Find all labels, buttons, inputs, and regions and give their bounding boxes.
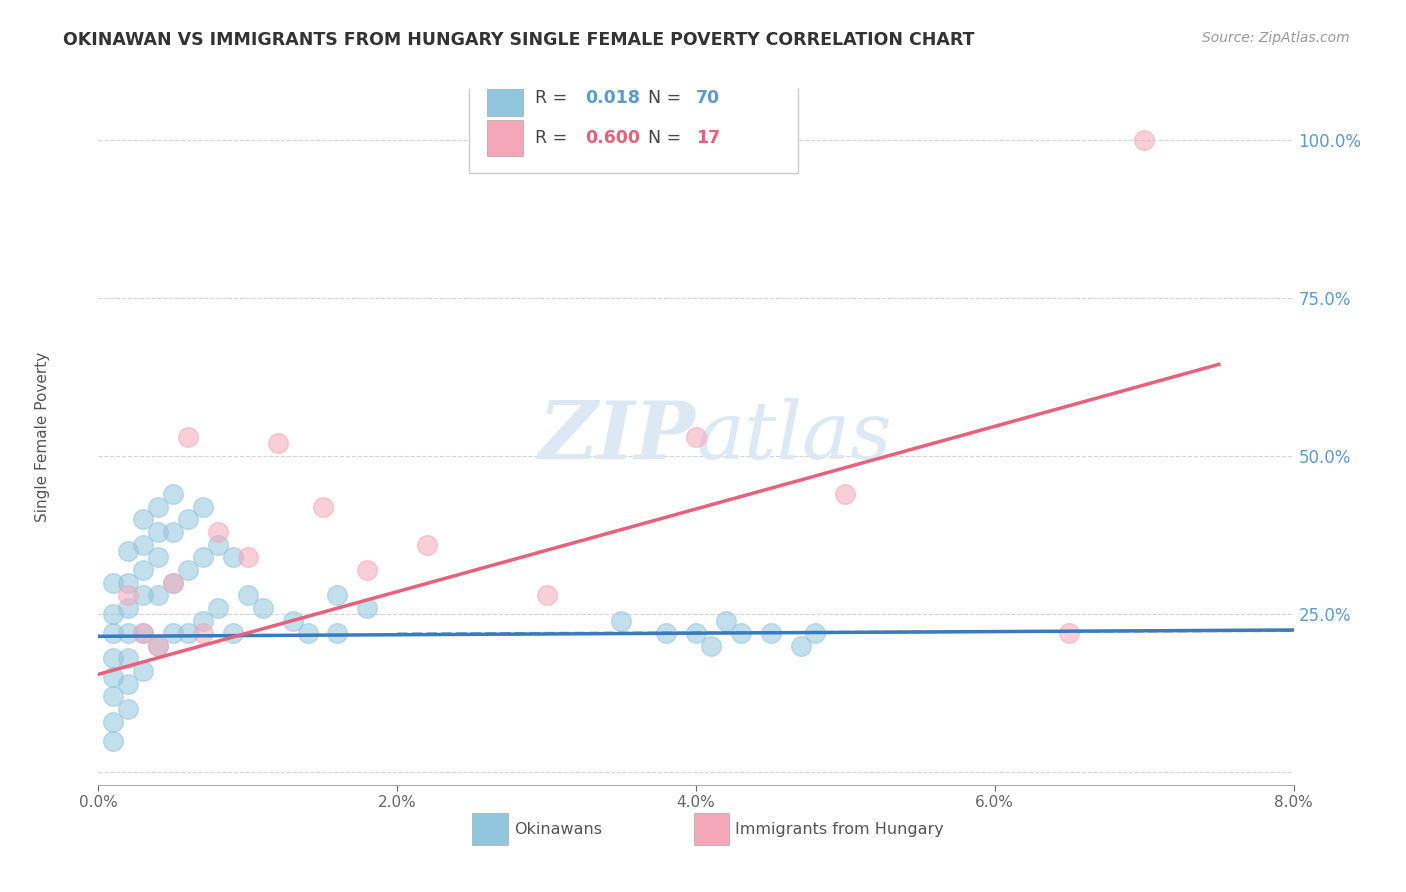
Point [132,563,155,577]
Point [191,626,214,640]
Point [103,607,125,622]
Point [103,714,125,729]
Point [162,487,184,501]
Point [117,626,139,640]
Text: N =: N = [648,89,688,107]
Point [132,626,155,640]
Point [267,436,290,450]
Point [132,664,155,678]
Point [117,600,139,615]
Text: Source: ZipAtlas.com: Source: ZipAtlas.com [1202,31,1350,45]
Point [191,550,214,565]
Point [356,563,378,577]
Point [132,538,155,552]
Point [326,626,349,640]
FancyBboxPatch shape [486,80,523,116]
Point [789,639,811,653]
Text: atlas: atlas [696,399,891,475]
Point [416,538,439,552]
Point [103,733,125,747]
Point [311,500,333,514]
FancyBboxPatch shape [486,120,523,156]
Point [700,639,723,653]
Point [117,588,139,602]
Point [1133,133,1156,147]
Point [177,512,200,526]
Point [759,626,782,640]
Point [356,600,378,615]
Text: R =: R = [534,129,572,147]
Text: N =: N = [648,129,688,147]
Point [207,538,229,552]
Point [117,544,139,558]
Point [281,614,304,628]
FancyBboxPatch shape [470,86,797,173]
Point [162,575,184,590]
Point [148,639,170,653]
Text: 0.018: 0.018 [585,89,640,107]
Point [536,588,558,602]
Text: 17: 17 [696,129,720,147]
Point [103,651,125,665]
Text: Immigrants from Hungary: Immigrants from Hungary [735,822,945,837]
Text: R =: R = [534,89,572,107]
Point [148,524,170,539]
Point [148,639,170,653]
Point [132,626,155,640]
Text: ZIP: ZIP [538,399,696,475]
Point [162,524,184,539]
Point [685,430,707,444]
Point [148,500,170,514]
Point [177,430,200,444]
Point [297,626,319,640]
Point [326,588,349,602]
Point [117,677,139,691]
Point [804,626,827,640]
FancyBboxPatch shape [472,814,509,846]
Point [162,575,184,590]
Point [834,487,856,501]
Point [714,614,737,628]
Point [730,626,752,640]
Point [222,626,245,640]
Point [117,575,139,590]
Point [177,626,200,640]
FancyBboxPatch shape [693,814,730,846]
Point [191,500,214,514]
Point [191,614,214,628]
Point [117,651,139,665]
Point [103,626,125,640]
Text: 70: 70 [696,89,720,107]
Point [162,626,184,640]
Point [1059,626,1081,640]
Point [148,550,170,565]
Point [103,670,125,684]
Point [236,550,259,565]
Point [207,524,229,539]
Y-axis label: Single Female Poverty: Single Female Poverty [35,352,49,522]
Point [103,690,125,704]
Point [117,702,139,716]
Point [177,563,200,577]
Point [207,600,229,615]
Point [132,588,155,602]
Point [148,588,170,602]
Text: OKINAWAN VS IMMIGRANTS FROM HUNGARY SINGLE FEMALE POVERTY CORRELATION CHART: OKINAWAN VS IMMIGRANTS FROM HUNGARY SING… [63,31,974,49]
Point [132,512,155,526]
Point [610,614,633,628]
Point [236,588,259,602]
Point [685,626,707,640]
Point [103,575,125,590]
Point [222,550,245,565]
Point [655,626,678,640]
Point [252,600,274,615]
Text: Okinawans: Okinawans [515,822,602,837]
Text: 0.600: 0.600 [585,129,640,147]
